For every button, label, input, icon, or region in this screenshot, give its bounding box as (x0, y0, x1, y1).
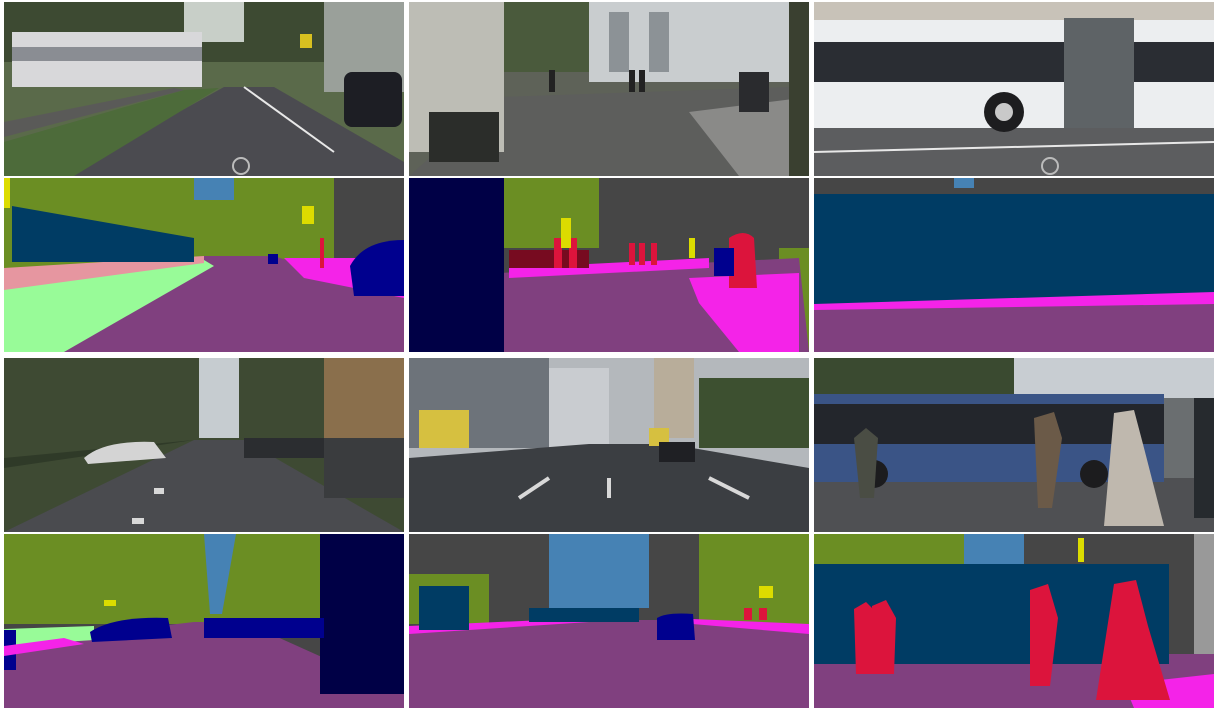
mask-tree-lined-road (4, 534, 404, 708)
mask-tram-avenue (4, 178, 404, 352)
mask-articulated-bus (814, 178, 1214, 352)
photo-tree-lined-road (4, 358, 404, 532)
photo-tram-avenue (4, 2, 404, 176)
photo-multilane-boulevard (409, 358, 809, 532)
photo-bus-pedestrians (814, 358, 1214, 532)
mask-bus-pedestrians (814, 534, 1214, 708)
photo-articulated-bus (814, 2, 1214, 176)
mask-sidewalk-truck (409, 178, 809, 352)
mask-multilane-boulevard (409, 534, 809, 708)
photo-sidewalk-truck (409, 2, 809, 176)
